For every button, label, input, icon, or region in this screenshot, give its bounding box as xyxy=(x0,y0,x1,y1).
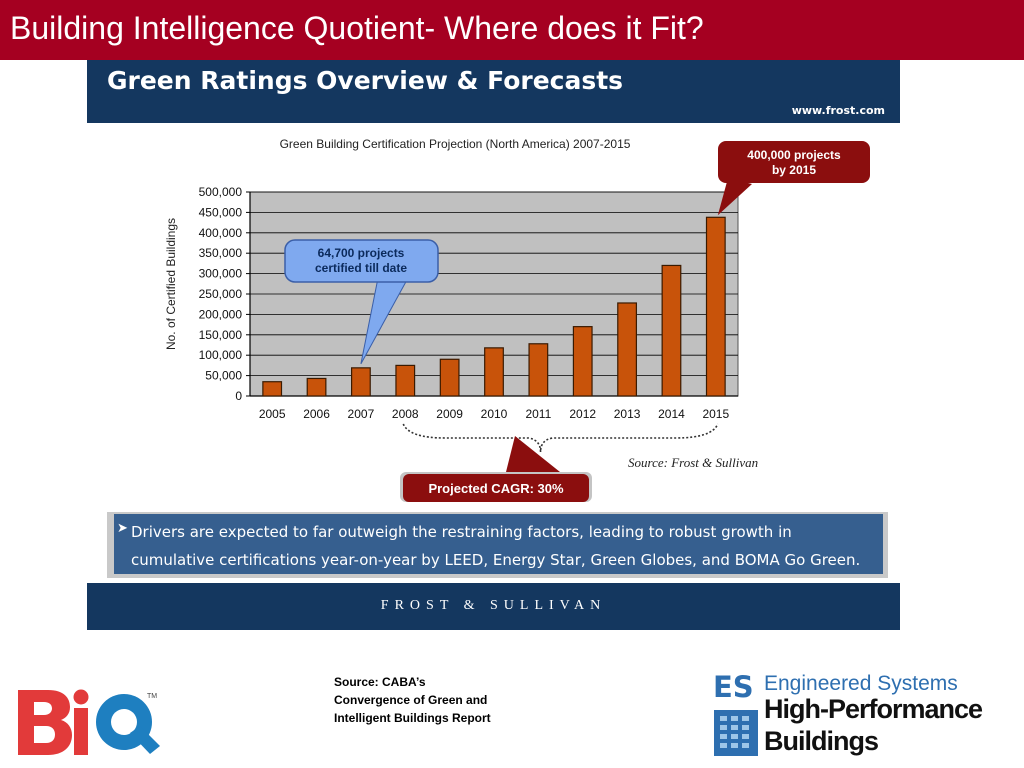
callout-pointer xyxy=(506,436,560,472)
y-axis-label: No. of Certified Buildings xyxy=(164,218,178,350)
bar xyxy=(572,326,593,397)
x-tick-label: 2013 xyxy=(614,407,641,421)
x-tick-label: 2009 xyxy=(436,407,463,421)
cagr-brace xyxy=(402,423,719,453)
source-caba-line: Intelligent Buildings Report xyxy=(334,711,491,725)
es-high-performance: High-Performance xyxy=(764,694,983,724)
y-tick-label: 50,000 xyxy=(205,369,242,383)
bullet-arrow-icon: ➤ xyxy=(117,520,128,535)
bar xyxy=(306,377,327,397)
x-tick-label: 2015 xyxy=(702,407,729,421)
source-caba-line: Source: CABA’s xyxy=(334,675,426,689)
bar xyxy=(395,364,416,397)
bar xyxy=(705,216,726,397)
x-tick-label: 2005 xyxy=(259,407,286,421)
bar xyxy=(262,381,283,397)
callout-text: Projected CAGR: 30% xyxy=(428,481,564,496)
slide-title-bar: Building Intelligence Quotient- Where do… xyxy=(0,0,1024,60)
callout-box xyxy=(284,239,439,283)
frost-sullivan-wordmark: FROST & SULLIVAN xyxy=(380,598,607,613)
drivers-text: Drivers are expected to far outweigh the… xyxy=(131,523,861,569)
x-tick-label: 2008 xyxy=(392,407,419,421)
slide-title: Building Intelligence Quotient- Where do… xyxy=(10,10,704,46)
bar xyxy=(484,347,504,397)
x-tick-label: 2006 xyxy=(303,407,330,421)
chart-source: Source: Frost & Sullivan xyxy=(628,455,759,470)
panel-footer: FROST & SULLIVAN xyxy=(87,583,900,630)
y-tick-label: 200,000 xyxy=(199,307,243,321)
panel-url: www.frost.com xyxy=(791,104,885,117)
y-tick-label: 300,000 xyxy=(199,267,243,281)
callout-box xyxy=(403,474,589,502)
trademark-mark: TM xyxy=(147,693,157,700)
drivers-box: ➤ Drivers are expected to far outweigh t… xyxy=(114,514,883,574)
bar xyxy=(350,367,371,397)
plot-area: 0 50,000 100,000 150,000 200,000 250,000 300,0… xyxy=(199,141,870,502)
x-tick-label: 2011 xyxy=(525,407,551,421)
source-caba: Source: CABA’s Convergence of Green and … xyxy=(334,673,534,727)
x-tick-label: 2012 xyxy=(569,407,596,421)
biq-logo: TM xyxy=(18,689,160,755)
es-engineered-systems: Engineered Systems xyxy=(764,672,958,695)
y-tick-label: 250,000 xyxy=(199,287,243,301)
y-tick-label: 400,000 xyxy=(199,226,243,240)
es-mark: ES xyxy=(713,670,754,704)
y-tick-label: 100,000 xyxy=(199,348,243,362)
source-caba-line: Convergence of Green and xyxy=(334,693,488,707)
callout-pointer xyxy=(717,178,752,216)
callout-box xyxy=(718,141,870,183)
y-tick-label: 350,000 xyxy=(199,246,243,260)
y-tick-label: 500,000 xyxy=(199,185,243,199)
y-tick-label: 450,000 xyxy=(199,205,243,219)
bar xyxy=(439,358,460,397)
callout-text: by 2015 xyxy=(772,163,816,177)
es-buildings: Buildings xyxy=(764,726,879,756)
bar xyxy=(528,343,549,397)
panel-heading: Green Ratings Overview & Forecasts xyxy=(107,66,624,95)
y-tick-label: 150,000 xyxy=(199,328,243,342)
callout-text: 400,000 projects xyxy=(747,148,841,162)
bar xyxy=(617,302,638,397)
y-tick-label: 0 xyxy=(235,389,242,403)
bar xyxy=(661,264,682,397)
callout-text: certified till date xyxy=(315,261,407,275)
panel-header: Green Ratings Overview & Forecasts www.f… xyxy=(87,60,900,123)
x-tick-label: 2014 xyxy=(658,407,685,421)
chart-title: Green Building Certification Projection … xyxy=(280,137,631,151)
x-tick-label: 2007 xyxy=(348,407,375,421)
x-tick-label: 2010 xyxy=(481,407,508,421)
callout-text: 64,700 projects xyxy=(318,246,405,260)
